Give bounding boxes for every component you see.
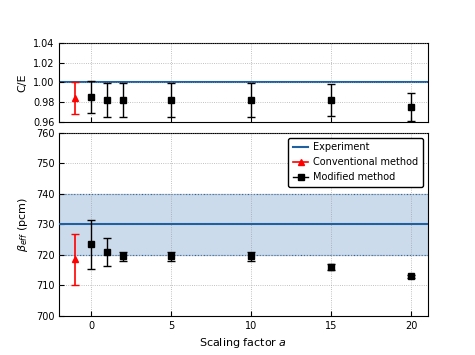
Y-axis label: $\beta_{eff}$ (pcm): $\beta_{eff}$ (pcm) — [16, 197, 30, 252]
Bar — [59, 194, 428, 255]
Legend: Experiment, Conventional method, Modified method: Experiment, Conventional method, Modifie… — [288, 138, 423, 187]
Y-axis label: C/E: C/E — [18, 73, 28, 92]
X-axis label: Scaling factor $a$: Scaling factor $a$ — [200, 337, 287, 350]
